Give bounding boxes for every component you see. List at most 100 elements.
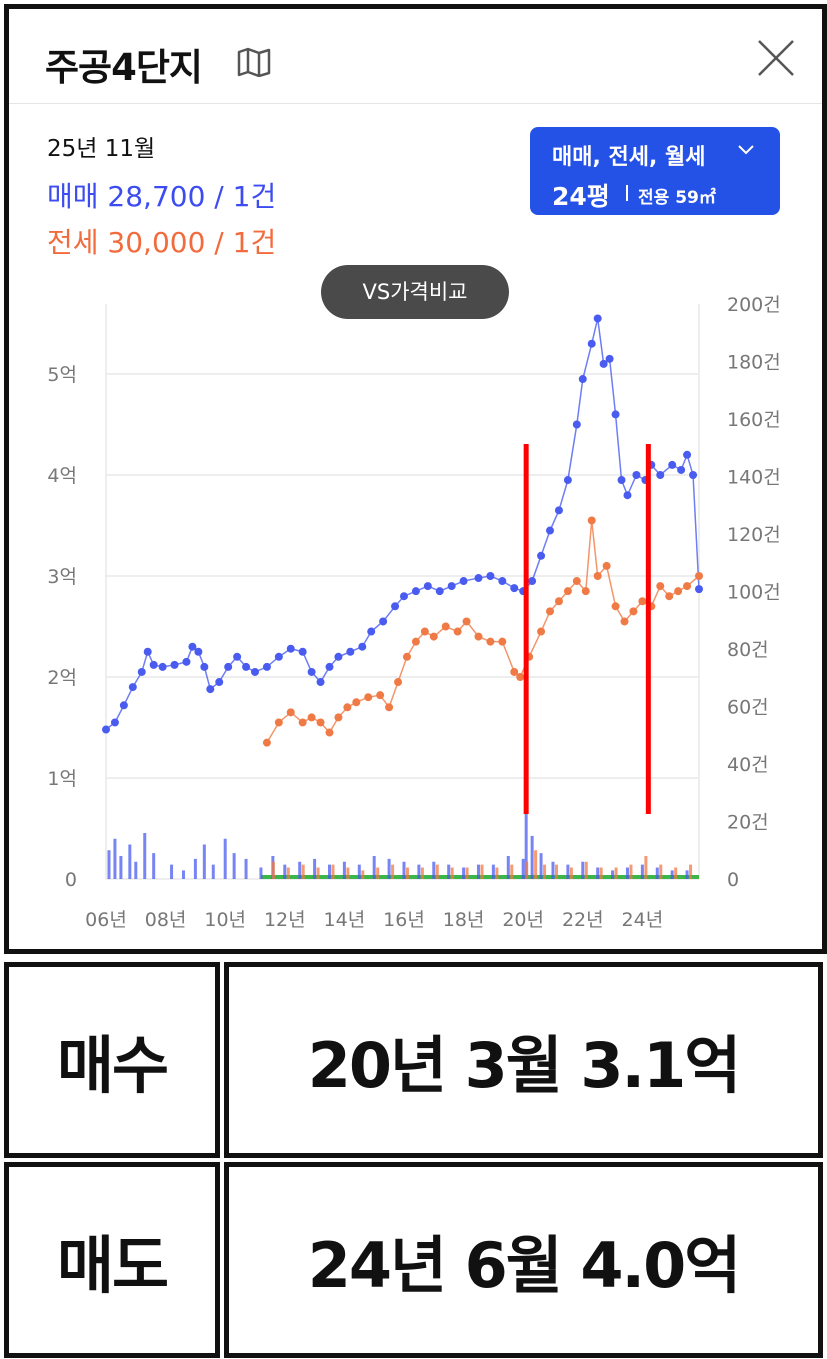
jeonse-volume-bar (361, 870, 365, 879)
series-point (334, 713, 343, 722)
jeonse-volume-bar (435, 864, 439, 879)
series-point (429, 632, 438, 641)
sale-volume-bar (342, 861, 346, 879)
series-point (367, 627, 376, 636)
series-point (677, 465, 686, 474)
jeonse-summary: 전세 30,000 / 1건 (47, 226, 277, 259)
sale-volume-bar (202, 844, 206, 879)
y-left-tick-label: 5억 (47, 364, 77, 386)
sale-volume-bar (387, 858, 391, 879)
close-icon[interactable] (755, 37, 797, 79)
series-point (316, 718, 325, 727)
series-point (233, 652, 242, 661)
series-point (453, 627, 462, 636)
y-left-tick-label: 0 (65, 869, 77, 891)
series-point (638, 597, 647, 606)
jeonse-volume-bar (376, 867, 380, 879)
sale-volume-bar (134, 861, 138, 879)
series-point (617, 476, 626, 485)
series-point (459, 577, 468, 586)
jeonse-volume-bar (614, 867, 618, 879)
series-point (578, 375, 587, 384)
buy-label: 매수 (56, 1029, 169, 1102)
x-tick-label: 12년 (264, 909, 306, 931)
y-right-tick-label: 160건 (727, 409, 781, 431)
series-point (411, 587, 420, 596)
jeonse-volume-bar (450, 867, 454, 879)
sale-volume-bar (521, 858, 525, 879)
buy-detail-box: 20년 3월 3.1억 (224, 962, 823, 1158)
x-tick-label: 24년 (622, 909, 664, 931)
jeonse-volume-bar (689, 864, 693, 879)
series-point (563, 587, 572, 596)
series-point (334, 652, 343, 661)
jeonse-volume-bar (674, 867, 678, 879)
series-point (510, 667, 519, 676)
series-point (420, 627, 429, 636)
jeonse-volume-bar (569, 867, 573, 879)
x-tick-label: 06년 (85, 909, 127, 931)
trade-filter-dropdown[interactable]: 매매, 전세, 월세 24평 전용 59㎡ (530, 127, 780, 215)
sale-volume-bar (193, 858, 197, 879)
series-point (376, 691, 385, 700)
sale-volume-bar (211, 864, 215, 879)
y-right-tick-label: 60건 (727, 697, 769, 719)
series-point (358, 642, 367, 651)
series-point (137, 667, 146, 676)
series-point (307, 713, 316, 722)
sale-volume-bar (298, 861, 302, 879)
series-point (510, 584, 519, 593)
jeonse-volume-bar (510, 864, 514, 879)
sale-volume-bar (283, 864, 287, 879)
apartment-price-card: 주공4단지 25년 11월 매매 28,700 / 1건 전세 30,000 /… (4, 4, 827, 954)
series-point (441, 622, 450, 631)
sale-volume-bar (670, 870, 674, 879)
series-point (462, 617, 471, 626)
series-point (581, 587, 590, 596)
series-point (274, 652, 283, 661)
y-left-tick-label: 2억 (47, 667, 77, 689)
buy-detail: 20년 3월 3.1억 (307, 1029, 742, 1102)
series-line (266, 520, 700, 744)
series-point (593, 314, 602, 323)
jeonse-volume-bar (543, 864, 547, 879)
series-point (486, 637, 495, 646)
price-compare-button[interactable]: VS가격비교 (321, 265, 509, 319)
jeonse-volume-bar (271, 861, 275, 879)
x-tick-label: 16년 (383, 909, 425, 931)
series-point (629, 607, 638, 616)
chevron-down-icon (738, 145, 754, 155)
y-left-tick-label: 4억 (47, 465, 77, 487)
series-point (149, 660, 158, 669)
sale-volume-bar (566, 864, 570, 879)
series-point (620, 617, 629, 626)
series-point (110, 718, 119, 727)
series-point (102, 725, 110, 734)
sale-volume-bar (223, 838, 227, 879)
sale-volume-bar (128, 844, 132, 879)
series-point (346, 647, 355, 656)
series-point (656, 582, 665, 591)
series-point (587, 339, 596, 348)
area-label: 전용 59㎡ (638, 188, 716, 208)
series-point (325, 728, 334, 737)
series-point (563, 476, 572, 485)
map-icon[interactable] (237, 47, 271, 77)
sale-volume-bar (143, 833, 147, 879)
sale-volume-bar (417, 864, 421, 879)
x-tick-label: 18년 (443, 909, 485, 931)
series-point (250, 667, 259, 676)
series-point (379, 617, 388, 626)
sale-volume-bar (152, 853, 156, 879)
series-point (572, 420, 581, 429)
sale-volume-bar (640, 864, 644, 879)
sale-volume-bar (530, 835, 534, 879)
series-point (286, 708, 295, 717)
series-point (498, 637, 507, 646)
series-point (689, 471, 698, 479)
series-point (364, 693, 373, 702)
y-right-tick-label: 140건 (727, 467, 781, 489)
jeonse-volume-bar (599, 867, 603, 879)
x-tick-label: 20년 (502, 909, 544, 931)
series-point (498, 577, 507, 586)
